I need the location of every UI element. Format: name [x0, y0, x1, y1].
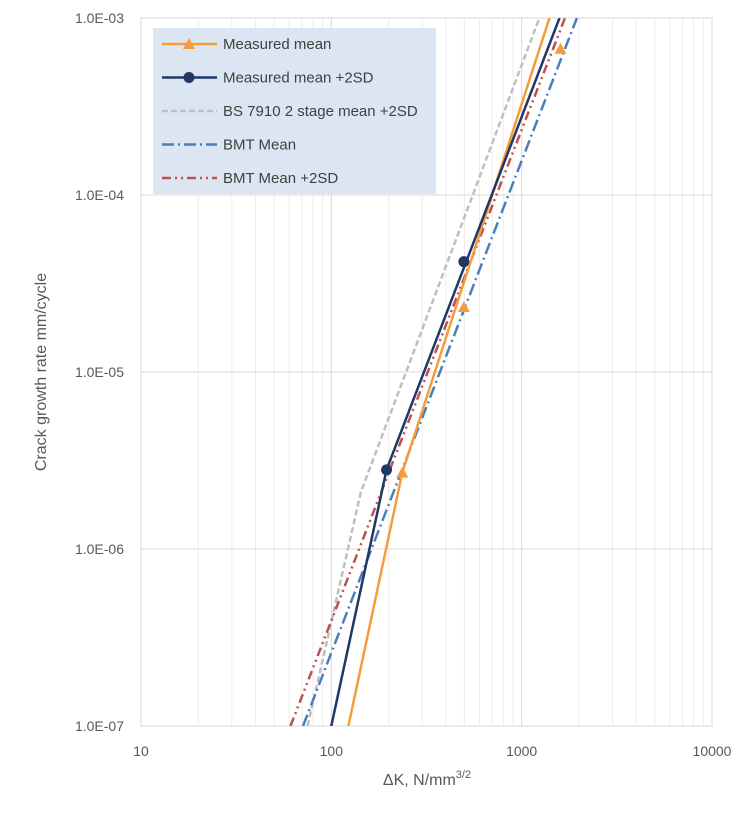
- plot-area-border: [140, 17, 713, 727]
- y-axis: 1.0E-07 1.0E-06 1.0E-05 1.0E-04 1.0E-03: [75, 10, 124, 734]
- y-tick-label: 1.0E-04: [75, 187, 124, 203]
- x-tick-label: 10: [133, 743, 149, 759]
- y-tick-label: 1.0E-07: [75, 718, 124, 734]
- y-tick-label: 1.0E-06: [75, 541, 124, 557]
- legend-marker-0: [183, 38, 195, 49]
- x-tick-label: 100: [320, 743, 344, 759]
- series-marker-0: [457, 300, 470, 312]
- x-tick-label: 1000: [506, 743, 537, 759]
- x-tick-label: 10000: [693, 743, 732, 759]
- x-axis-title-main: ΔK, N/mm: [383, 772, 456, 789]
- legend-marker-1: [183, 72, 195, 83]
- y-axis-title: Crack growth rate mm/cycle: [33, 273, 50, 471]
- y-tick-label: 1.0E-05: [75, 364, 124, 380]
- legend: Measured mean Measured mean +2SD BS 7910 2…: [153, 28, 436, 194]
- legend-label-0: Measured mean: [223, 36, 331, 53]
- series-line-4: [289, 18, 567, 726]
- legend-label-2: BS 7910 2 stage mean +2SD: [223, 103, 418, 120]
- x-axis-title: ΔK, N/mm3/2: [383, 769, 471, 789]
- y-tick-label: 1.0E-03: [75, 10, 124, 26]
- series-marker-0: [396, 466, 409, 478]
- series-marker-0: [554, 42, 567, 54]
- series-marker-1: [381, 464, 393, 476]
- legend-label-1: Measured mean +2SD: [223, 70, 374, 87]
- x-axis-title-superscript: 3/2: [456, 769, 471, 781]
- x-axis: 10 100 1000 10000: [133, 743, 731, 759]
- series-line-2: [306, 18, 541, 726]
- legend-label-4: BMT Mean +2SD: [223, 170, 338, 187]
- series-line-3: [301, 18, 579, 726]
- series-layer: [289, 18, 579, 726]
- series-marker-1: [458, 256, 470, 268]
- legend-label-3: BMT Mean: [223, 137, 296, 154]
